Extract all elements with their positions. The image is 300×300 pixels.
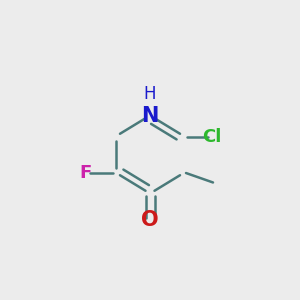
Text: Cl: Cl <box>202 128 221 146</box>
Text: F: F <box>80 164 92 181</box>
Text: O: O <box>141 211 159 230</box>
Text: H: H <box>144 85 156 103</box>
Text: N: N <box>141 106 159 125</box>
